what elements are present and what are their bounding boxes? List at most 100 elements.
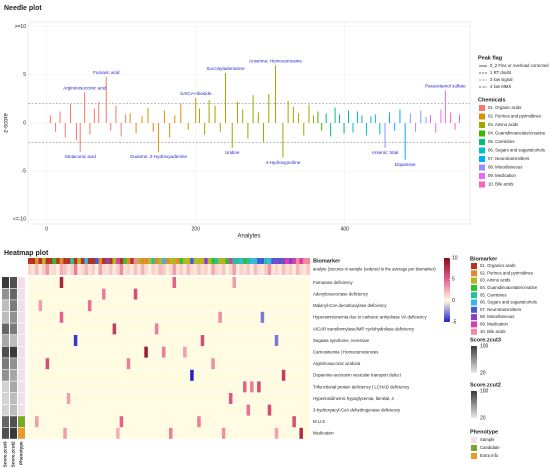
heat-cell [260,311,265,323]
zcut3-cell [2,335,9,346]
analyte-cell [197,264,201,275]
analyte-cell [102,264,106,275]
biomarker-cell [87,258,92,264]
row-label: 3-hydroxyacyl-CoA dehydrogenase deficien… [313,408,401,413]
legend-label: 03. Amino acids [480,278,510,283]
analyte-cell [73,264,78,275]
legend-label: Sample [480,437,495,442]
zcut3-cell [2,300,9,312]
analyte-cell [56,264,60,275]
row-background [28,358,310,370]
legend-swatch [479,130,485,137]
analyte-cell [250,264,254,275]
biomarker-cell [109,258,113,264]
biomarker-cell [260,258,265,264]
legend-label: 02. Purines and pyrimidines [488,114,541,119]
annotation: SAICA-riboside [180,91,212,96]
y-tick-label: 0 [23,120,26,126]
row-background [28,381,310,393]
biomarker-cell [232,258,237,264]
analyte-cell [267,264,272,275]
heat-cell [200,335,205,346]
legend-label: 01. Organic acids [488,105,521,110]
analyte-cell [257,264,261,275]
legend-title: Biomarker [470,256,498,262]
legend-title: Peak flag [478,55,502,61]
analyte-cell [98,264,103,275]
legend-swatch [471,299,477,306]
x-tick-label: 400 [341,226,350,232]
biomarker-cell [140,258,145,264]
analyte-cell [123,264,127,275]
analyte-cell [186,264,191,275]
colorbar [444,258,450,322]
legend-label: 04. Guanidinoacetate/creatine [488,131,546,136]
annotation: Argininosuccinic acid [63,85,106,90]
heat-cell [133,288,138,300]
biomarker-cell [267,258,272,264]
analyte-cell [211,264,215,275]
biomarker-cell [38,258,43,264]
row-label: Hyperinsulinemic hypoglycemia, familial,… [313,396,394,401]
score-label: 100 [480,343,489,349]
biomarker-cell [56,258,60,264]
heat-cell [274,427,279,439]
legend-label: 3 low signal [490,77,512,82]
biomarker-cell [116,258,120,264]
biomarker-cell [292,258,296,264]
row-label: M.U.S [313,419,325,424]
biomarker-cell [239,258,244,264]
score-bar [471,391,477,418]
legend-label: Extra info [480,453,499,458]
biomarker-cell [63,258,67,264]
row-label: analyte (zscores in sample (ordered in t… [313,267,436,272]
heat-cell [267,404,272,416]
legend-title: Chemicals [478,97,506,103]
analyte-cell [161,264,166,275]
biomarker-cell [285,258,289,264]
heat-cell [299,427,303,439]
analyte-cell [109,264,113,275]
zcut2-cell [10,300,17,312]
biomarker-cell [144,258,148,264]
legend-title: Phenotype [470,429,498,435]
heat-cell [63,427,67,439]
biomarker-cell [179,258,184,264]
analyte-cell [147,264,152,275]
zcut2-cell [10,404,17,416]
legend-swatch [471,328,477,335]
zcut3-cell [2,323,9,335]
biomarker-cell [197,258,201,264]
biomarker-cell [278,258,282,264]
zcut2-cell [10,335,17,346]
heat-cell [116,427,120,439]
legend-swatch [471,277,477,284]
biomarker-cell [31,258,36,264]
analyte-cell [253,264,258,275]
biomarker-cell [70,258,74,264]
score-label: 20 [480,370,486,376]
zcut2-cell [10,416,17,428]
row-background [28,416,310,428]
heat-cell [119,416,124,428]
biomarker-cell [112,258,117,264]
analyte-cell [45,264,50,275]
heat-cell [102,288,106,300]
analyte-cell [28,264,32,275]
biomarker-cell [200,258,205,264]
analyte-cell [299,264,304,275]
analyte-cell [172,264,177,275]
heat-cell [183,346,187,358]
phenotype-cell [18,323,25,335]
biomarker-cell [221,258,226,264]
row-background [28,346,310,358]
legend-swatch [479,164,485,171]
annotation-label: Phenotype [19,441,24,465]
biomarker-cell [42,258,46,264]
biomarker-cell [52,258,57,264]
legend-label: 09. Medication [480,322,509,327]
row-label: Biomarker [313,258,341,264]
biomarker-cell [84,258,89,264]
annotation: Uridine [225,150,240,155]
